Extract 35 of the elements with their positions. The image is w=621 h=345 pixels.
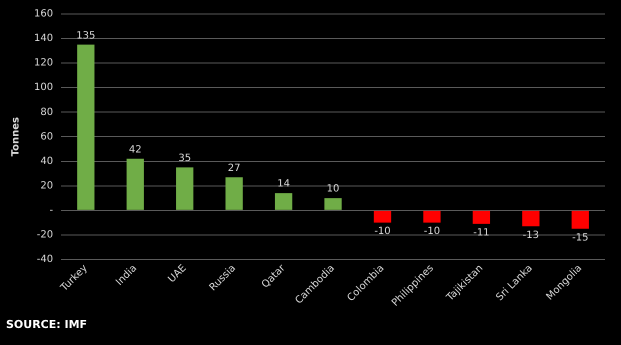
data-label: -10 <box>374 226 391 238</box>
data-label: 35 <box>178 152 192 164</box>
data-label: 135 <box>76 30 96 42</box>
bar <box>423 210 441 223</box>
y-tick-label: -20 <box>36 229 54 240</box>
y-tick-label: 20 <box>40 180 54 192</box>
y-tick-label: 160 <box>34 8 54 20</box>
bar <box>324 198 342 210</box>
bar <box>225 177 243 210</box>
y-tick-label: 40 <box>40 156 54 167</box>
data-label: -13 <box>522 230 539 241</box>
data-label: 14 <box>277 178 290 190</box>
source-note: SOURCE: IMF <box>6 318 88 331</box>
bar <box>572 210 589 229</box>
data-label: -15 <box>572 232 588 244</box>
data-label: 42 <box>128 144 142 156</box>
y-tick-label: 80 <box>40 106 54 118</box>
y-tick-label: 100 <box>34 82 54 94</box>
bar <box>472 210 490 224</box>
bar <box>126 158 144 210</box>
y-tick-label: 140 <box>34 33 54 44</box>
data-label: -10 <box>424 226 440 238</box>
y-tick-label: - <box>49 204 54 216</box>
bar <box>374 210 392 223</box>
bar <box>77 44 94 210</box>
bar <box>176 167 194 210</box>
y-tick-label: 60 <box>40 131 54 142</box>
data-label: -11 <box>473 227 490 238</box>
y-tick-label: 120 <box>34 58 54 69</box>
bar <box>522 210 540 226</box>
bar <box>274 193 292 210</box>
y-tick-label: -40 <box>36 254 54 266</box>
data-label: 27 <box>228 162 241 174</box>
y-axis-title: Tonnes <box>10 116 22 156</box>
data-label: 10 <box>326 184 340 195</box>
